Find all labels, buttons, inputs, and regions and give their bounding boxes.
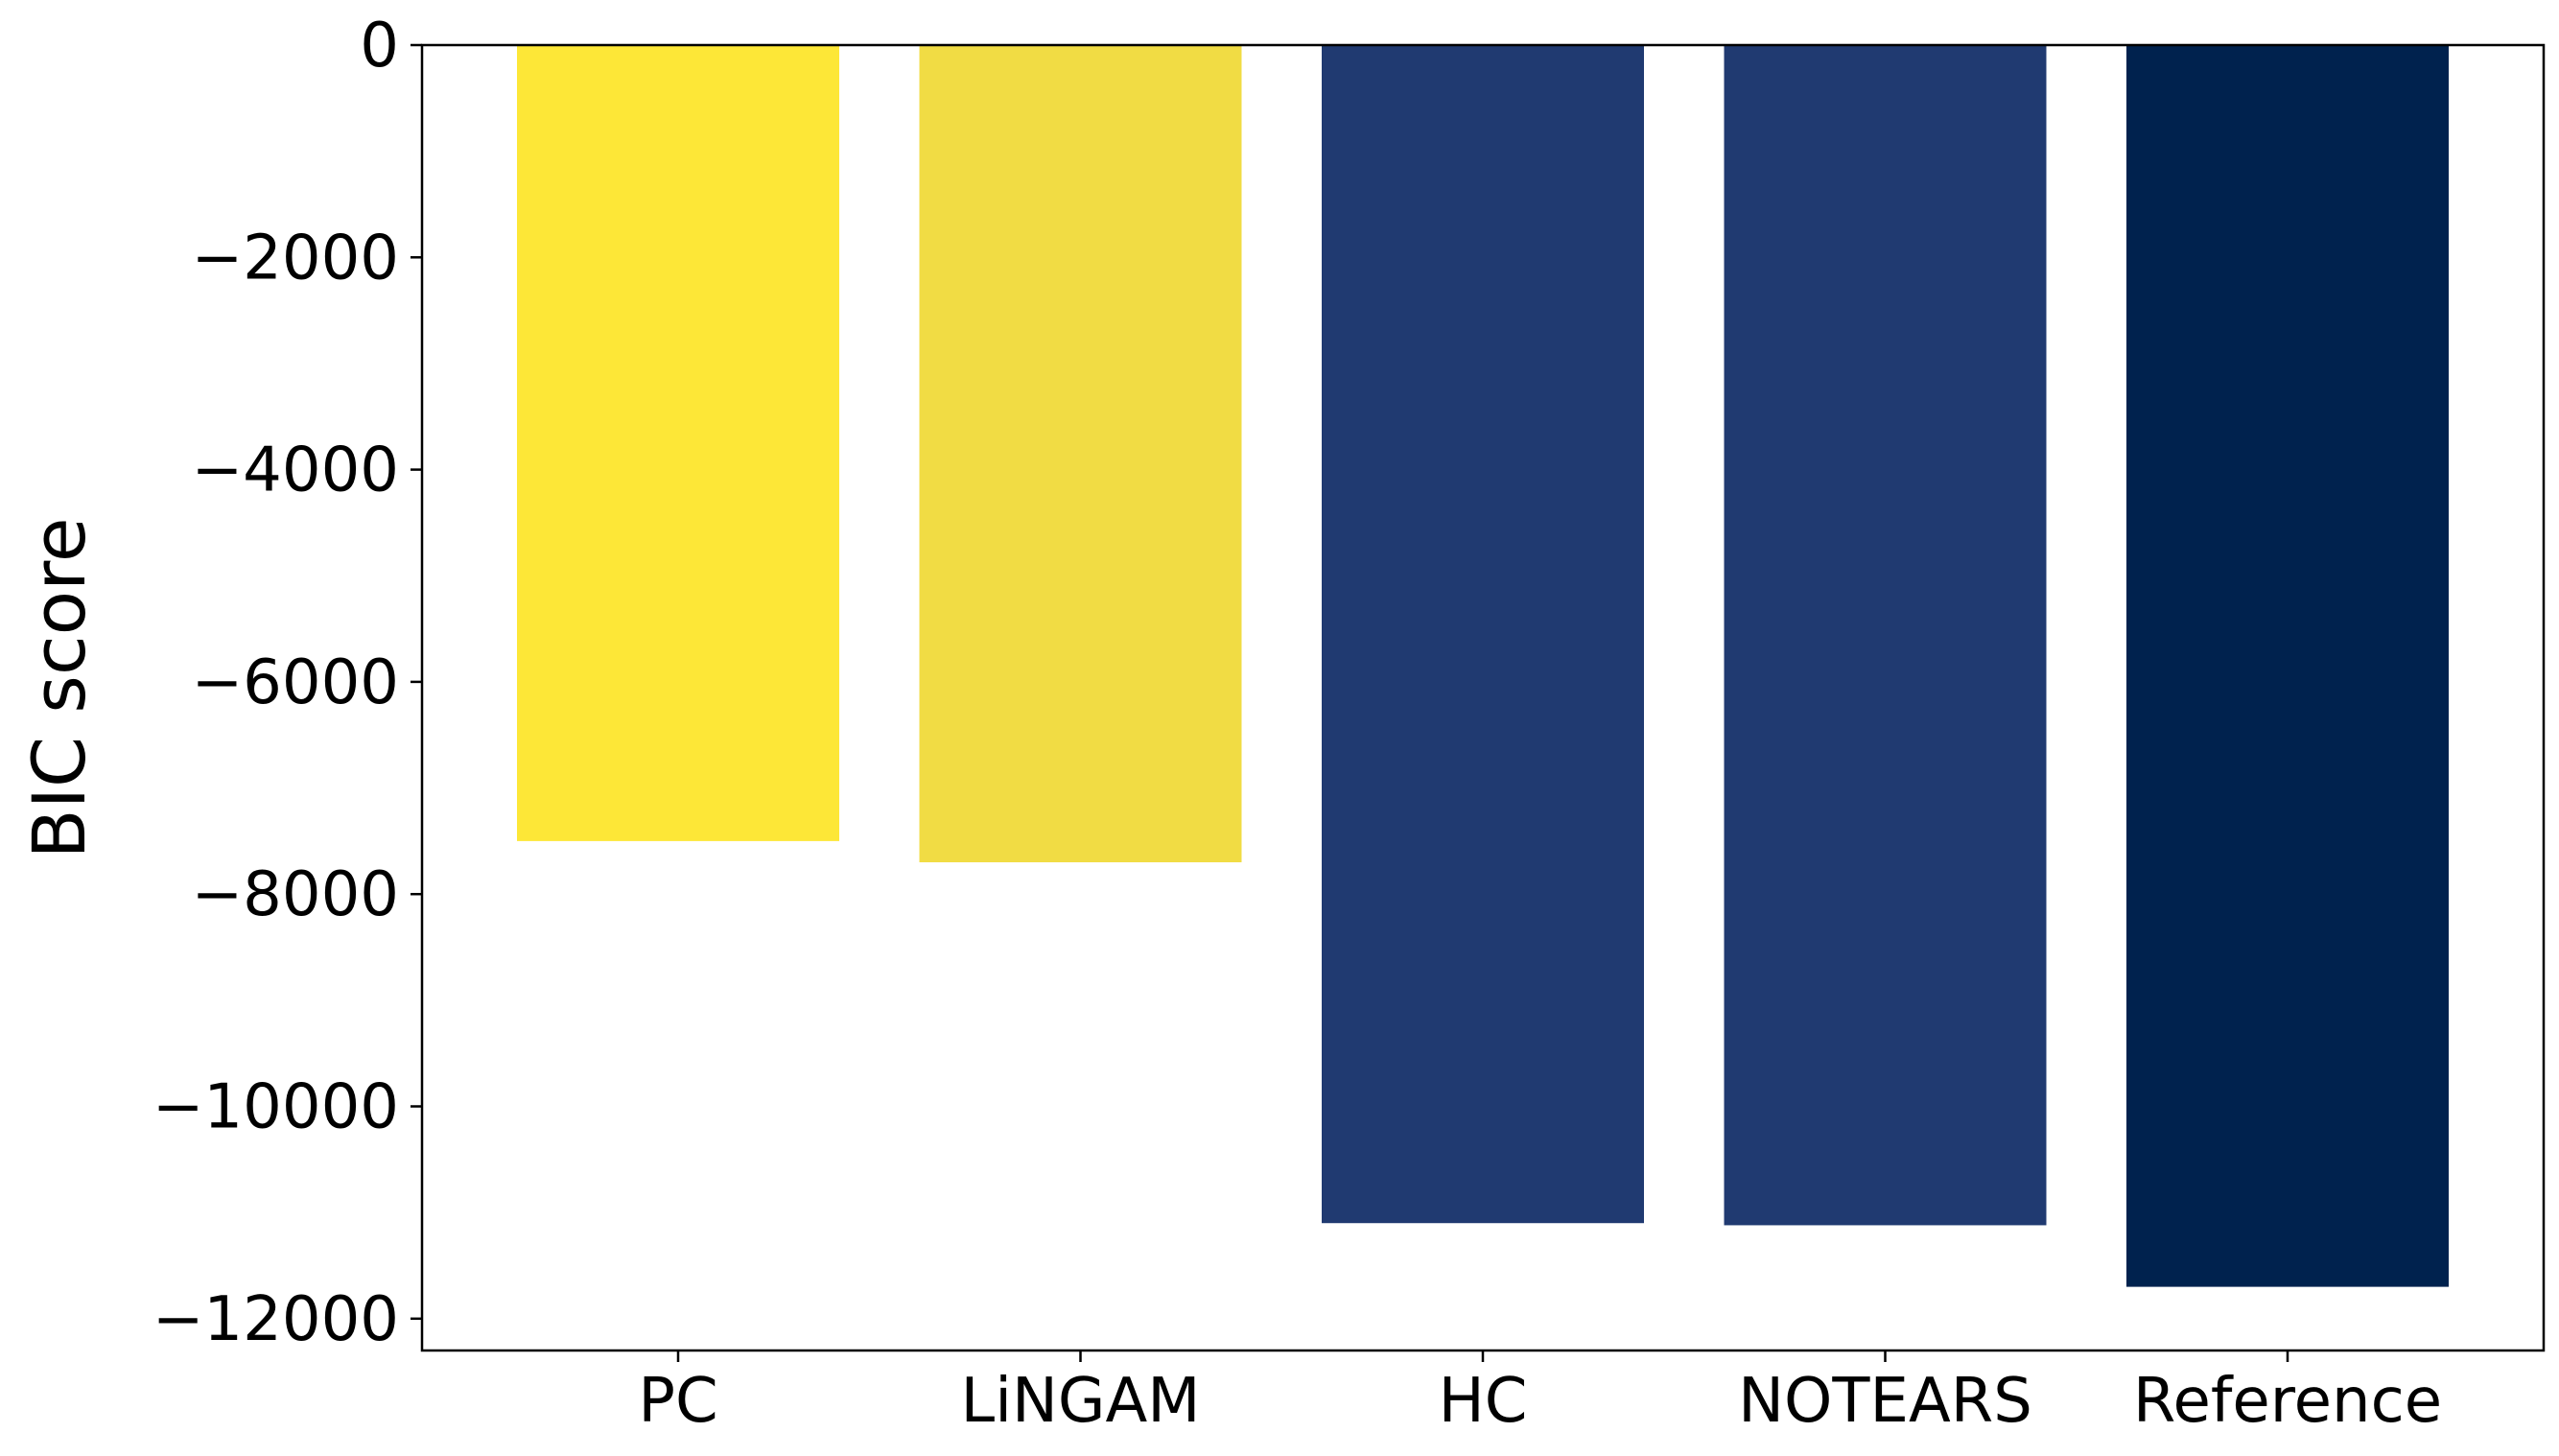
bars-layer: [517, 45, 2449, 1287]
y-tick-label: 0: [360, 11, 399, 82]
y-tick-label: −8000: [192, 859, 400, 930]
y-tick-label: −10000: [153, 1072, 399, 1143]
y-tick-label: −4000: [192, 435, 400, 506]
x-tick-label-reference: Reference: [2133, 1366, 2442, 1437]
y-axis: 0 −2000 −4000 −6000 −8000 −10000 −12000: [153, 11, 422, 1355]
x-axis: PC LiNGAM HC NOTEARS Reference: [638, 1350, 2442, 1437]
bar-hc: [1322, 45, 1644, 1224]
x-tick-label-pc: PC: [638, 1366, 717, 1437]
x-tick-label-lingam: LiNGAM: [961, 1366, 1201, 1437]
y-tick-label: −12000: [153, 1284, 399, 1355]
y-axis-label: BIC score: [16, 518, 102, 859]
x-tick-label-notears: NOTEARS: [1738, 1366, 2032, 1437]
bar-notears: [1724, 45, 2047, 1226]
bar-lingam: [919, 45, 1242, 863]
x-tick-label-hc: HC: [1439, 1366, 1528, 1437]
y-tick-label: −2000: [192, 223, 400, 294]
bar-reference: [2126, 45, 2449, 1287]
bar-pc: [517, 45, 839, 841]
y-tick-label: −6000: [192, 647, 400, 718]
